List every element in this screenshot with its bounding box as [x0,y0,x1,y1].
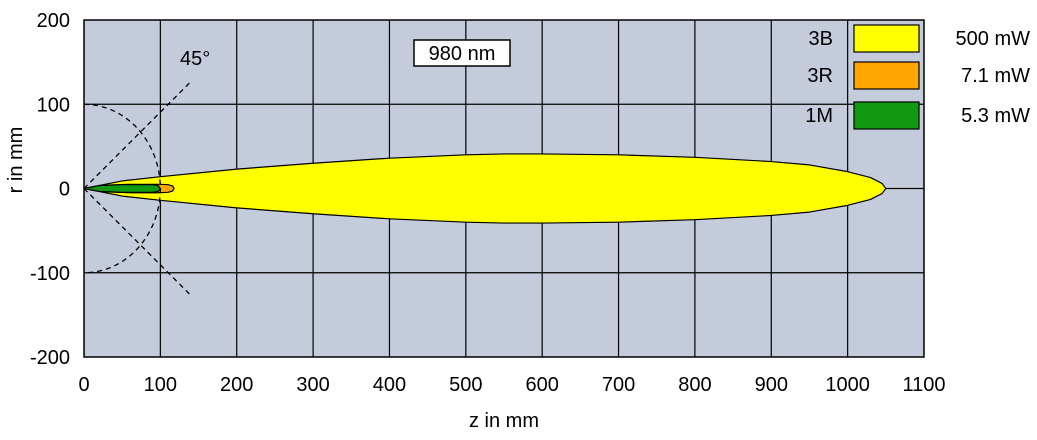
x-tick-label: 600 [525,374,558,396]
x-tick-label: 1000 [825,374,870,396]
y-axis-label: r in mm [5,127,27,194]
series-area-1m [84,184,161,193]
legend-label: 3R [807,65,833,87]
x-tick-label: 400 [373,374,406,396]
x-tick-label: 700 [602,374,635,396]
legend-label: 3B [809,28,833,50]
y-tick-labels: 200 100 0 -100 -200 [30,10,70,369]
x-tick-label: 0 [78,374,89,396]
x-tick-label: 100 [144,374,177,396]
x-tick-label: 900 [755,374,788,396]
x-tick-label: 800 [678,374,711,396]
x-tick-label: 1100 [902,374,945,396]
legend-label: 1M [805,105,833,127]
legend-swatch [853,101,920,130]
legend-swatch [853,24,920,53]
y-tick-label: 100 [37,94,70,116]
x-tick-label: 500 [449,374,482,396]
series-areas [84,153,887,224]
legend-power: 500 mW [956,28,1031,50]
series-area-3b [84,153,887,224]
angle-line-lower [84,188,191,296]
legend: 3B 500 mW 3R 7.1 mW 1M 5.3 mW [805,24,1031,130]
angle-line-upper [84,81,191,189]
wavelength-label: 980 nm [429,43,496,65]
wavelength-annotation: 980 nm [413,39,511,67]
y-tick-label: 0 [59,179,70,201]
x-tick-label: 300 [296,374,329,396]
legend-swatch [853,61,920,90]
wavelength-box [413,39,511,67]
y-tick-label: -100 [30,263,70,285]
reference-lines [84,81,191,296]
reference-circle [84,103,161,274]
legend-power: 7.1 mW [961,65,1030,87]
legend-power: 5.3 mW [961,105,1030,127]
plot-frame [83,19,925,358]
x-tick-label: 200 [220,374,253,396]
x-axis-label: z in mm [469,410,539,432]
x-tick-labels: 0 100 200 300 400 500 600 700 800 900 1000 1100 [78,374,945,396]
y-tick-label: 200 [37,10,70,32]
y-tick-label: -200 [30,347,70,369]
angle-label: 45° [180,48,210,70]
